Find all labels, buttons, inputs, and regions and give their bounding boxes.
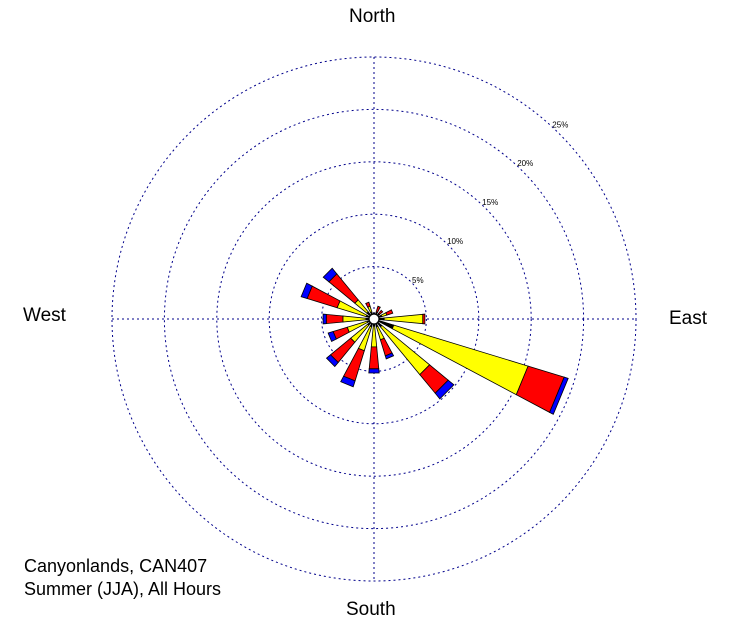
- wedge-180-class-3: [368, 346, 380, 370]
- wedge-292.5-class-3: [306, 285, 341, 309]
- caption-season: Summer (JJA), All Hours: [24, 579, 222, 599]
- ring-label-25: 25%: [552, 120, 568, 129]
- direction-label-east: East: [669, 308, 708, 329]
- wedge-315-class-4: [322, 267, 338, 283]
- station-caption: Canyonlands, CAN407 Summer (JJA), All Ho…: [24, 555, 221, 601]
- wedge-90-class-2: [383, 313, 424, 325]
- wedge-45-class-3: [377, 309, 384, 316]
- wedge-157.5-class-4: [384, 352, 395, 360]
- wedge-67.5-class-3: [385, 309, 394, 316]
- ring-label-20: 20%: [517, 159, 533, 168]
- wedge-337.5-class-3: [365, 301, 371, 308]
- wedge-202.5-class-3: [343, 347, 365, 382]
- wedge-270-class-4: [322, 313, 327, 325]
- direction-label-south: South: [346, 599, 396, 620]
- wedge-270-class-2: [342, 315, 367, 323]
- wedge-112.5-class-4: [549, 376, 569, 415]
- ring-25: [111, 56, 637, 582]
- wedge-157.5-class-3: [379, 337, 393, 357]
- ring-20: [163, 108, 585, 530]
- wedge-270-class-3: [325, 313, 344, 325]
- ring-label-5: 5%: [412, 276, 424, 285]
- ring-5: [321, 266, 427, 372]
- ring-10: [268, 213, 480, 425]
- wedge-292.5-class-4: [300, 282, 313, 299]
- wedge-90-class-1: [378, 317, 385, 321]
- ring-label-10: 10%: [447, 237, 463, 246]
- ring-15: [216, 161, 532, 477]
- wedge-180-class-4: [368, 368, 380, 374]
- wedge-180-class-2: [370, 325, 378, 348]
- caption-station: Canyonlands, CAN407: [24, 556, 208, 576]
- calm-circle: [368, 313, 380, 325]
- direction-label-west: West: [23, 305, 66, 326]
- wedge-90-class-3: [422, 313, 426, 325]
- wedge-225-class-4: [325, 354, 339, 368]
- wedge-22.5-class-3: [375, 305, 381, 314]
- ring-label-15: 15%: [482, 198, 498, 207]
- wedge-135-class-4: [434, 379, 455, 400]
- wedge-202.5-class-4: [340, 375, 356, 388]
- wedge-247.5-class-4: [327, 331, 337, 343]
- direction-label-north: North: [349, 6, 396, 27]
